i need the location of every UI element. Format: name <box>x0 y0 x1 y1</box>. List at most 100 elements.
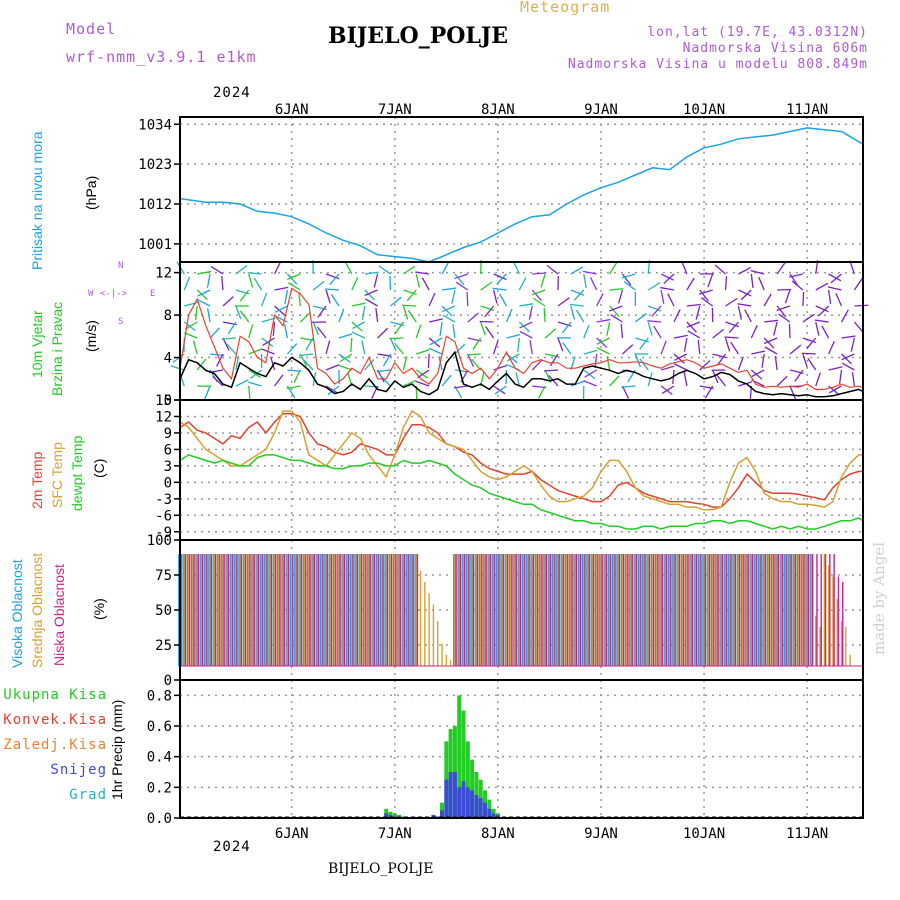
wind-barb <box>394 342 404 355</box>
total_precip-bar <box>444 741 449 818</box>
wind-barb <box>724 275 728 291</box>
wind-barb <box>197 289 211 297</box>
wind-barb <box>428 347 443 355</box>
wind-barb <box>850 337 856 352</box>
total_precip-bar <box>461 710 466 818</box>
wind-barb <box>716 374 727 387</box>
wind-barb <box>583 349 598 355</box>
y-tick-label: -3 <box>155 492 172 508</box>
wind-barb <box>506 353 520 362</box>
wind-barb <box>569 303 584 307</box>
wind-barb <box>480 281 493 291</box>
wind-barb <box>248 385 251 401</box>
model-elevation-label: Nadmorska Visina u modelu 808.849m <box>567 57 868 72</box>
wind-barb <box>485 326 495 339</box>
wind-barb <box>272 321 276 337</box>
wind-barb <box>815 321 820 336</box>
wind-barb <box>687 330 701 339</box>
wind-barb <box>725 321 739 328</box>
total_precip-bar <box>470 759 475 818</box>
wind-barb <box>789 385 797 400</box>
x-day-label-top: 8JAN <box>481 102 515 118</box>
y-tick-label: 75 <box>155 568 172 584</box>
wind-barb <box>441 261 450 275</box>
snow-bar <box>491 813 496 818</box>
compass-s: S <box>118 317 124 327</box>
wind-barb <box>647 372 653 387</box>
wind-barb <box>737 356 744 371</box>
wind-barb <box>227 321 237 335</box>
wind-barb <box>548 375 559 387</box>
pressure-line <box>179 127 864 263</box>
wind-barb <box>375 308 379 323</box>
wind-barb <box>210 266 224 275</box>
y-tick-label: 0.2 <box>147 780 172 796</box>
y-tick-label: 6 <box>164 442 172 458</box>
wind-barb <box>531 359 543 371</box>
wind-barb <box>373 273 379 288</box>
x-day-label-bottom: 6JAN <box>275 826 309 842</box>
wind-barb <box>239 289 250 302</box>
wind-barb <box>222 296 234 307</box>
cloud-ylabel-3: Niska Oblacnost <box>51 564 67 666</box>
wind-barb <box>293 369 301 383</box>
wind-barb <box>286 273 298 285</box>
wind-barb <box>532 272 547 275</box>
wind-barb <box>712 328 725 339</box>
wind-barb <box>737 303 752 307</box>
y-tick-label: 0.4 <box>147 750 172 766</box>
wind-barb <box>402 356 408 371</box>
wind-barb <box>751 369 765 378</box>
wind-barb <box>261 292 268 307</box>
wind-barb <box>704 385 714 399</box>
wind-barb <box>639 358 649 371</box>
wind-barb <box>394 321 404 334</box>
wind-barb <box>338 333 353 339</box>
wind-barb <box>589 277 598 291</box>
wind-barb <box>286 385 301 390</box>
wind-barb <box>750 273 754 288</box>
snow-bar <box>470 790 475 818</box>
wind-barb <box>344 261 353 275</box>
wind-barb <box>364 289 378 297</box>
wind-barb <box>699 289 713 295</box>
wind-barb <box>197 270 212 275</box>
wind-barb <box>380 375 391 387</box>
x-day-label-top: 7JAN <box>378 102 412 118</box>
ticks-layer: 10341023101210011284015129630-3-6-910075… <box>138 102 828 842</box>
legend-conv-precip: Konvek.Kisa <box>3 712 107 728</box>
wind-barb <box>807 358 817 371</box>
wind-barb <box>841 362 855 371</box>
wind-barb <box>192 340 198 355</box>
wind-barb <box>750 325 758 339</box>
wind-barb <box>428 292 436 307</box>
wind-barb <box>248 273 254 288</box>
pressure-ylabel: Pritisak na nivou mora <box>29 131 45 270</box>
compass-n: N <box>118 261 124 271</box>
wind-barb <box>286 343 298 355</box>
wind-barb <box>660 365 675 371</box>
wind-barb <box>519 303 534 307</box>
wind-barb <box>609 305 623 312</box>
wind-barb <box>697 340 701 355</box>
wind-barb <box>441 374 452 387</box>
y-tick-label: 9 <box>164 426 172 442</box>
wind-barb <box>557 297 570 307</box>
wind-barb <box>681 260 688 275</box>
wind-barb <box>204 385 211 400</box>
wind-barb <box>484 305 495 318</box>
cloud-ylabel-1: Visoka Oblacnost <box>9 559 25 668</box>
wind-barb <box>466 353 481 356</box>
wind-barb <box>686 321 697 333</box>
wind-barb <box>673 353 685 364</box>
wind-barb <box>606 321 611 336</box>
wind-barb <box>774 356 778 371</box>
x-day-label-top: 9JAN <box>584 102 618 118</box>
snow-bar <box>384 813 389 818</box>
meteogram-label: Meteogram <box>520 0 611 16</box>
page-title: BIJELO_POLJE <box>328 23 509 49</box>
wind-barb <box>248 369 261 378</box>
wind-barb <box>519 321 533 329</box>
y-tick-label: -6 <box>155 508 172 524</box>
legend-graupel: Grad <box>69 787 107 803</box>
